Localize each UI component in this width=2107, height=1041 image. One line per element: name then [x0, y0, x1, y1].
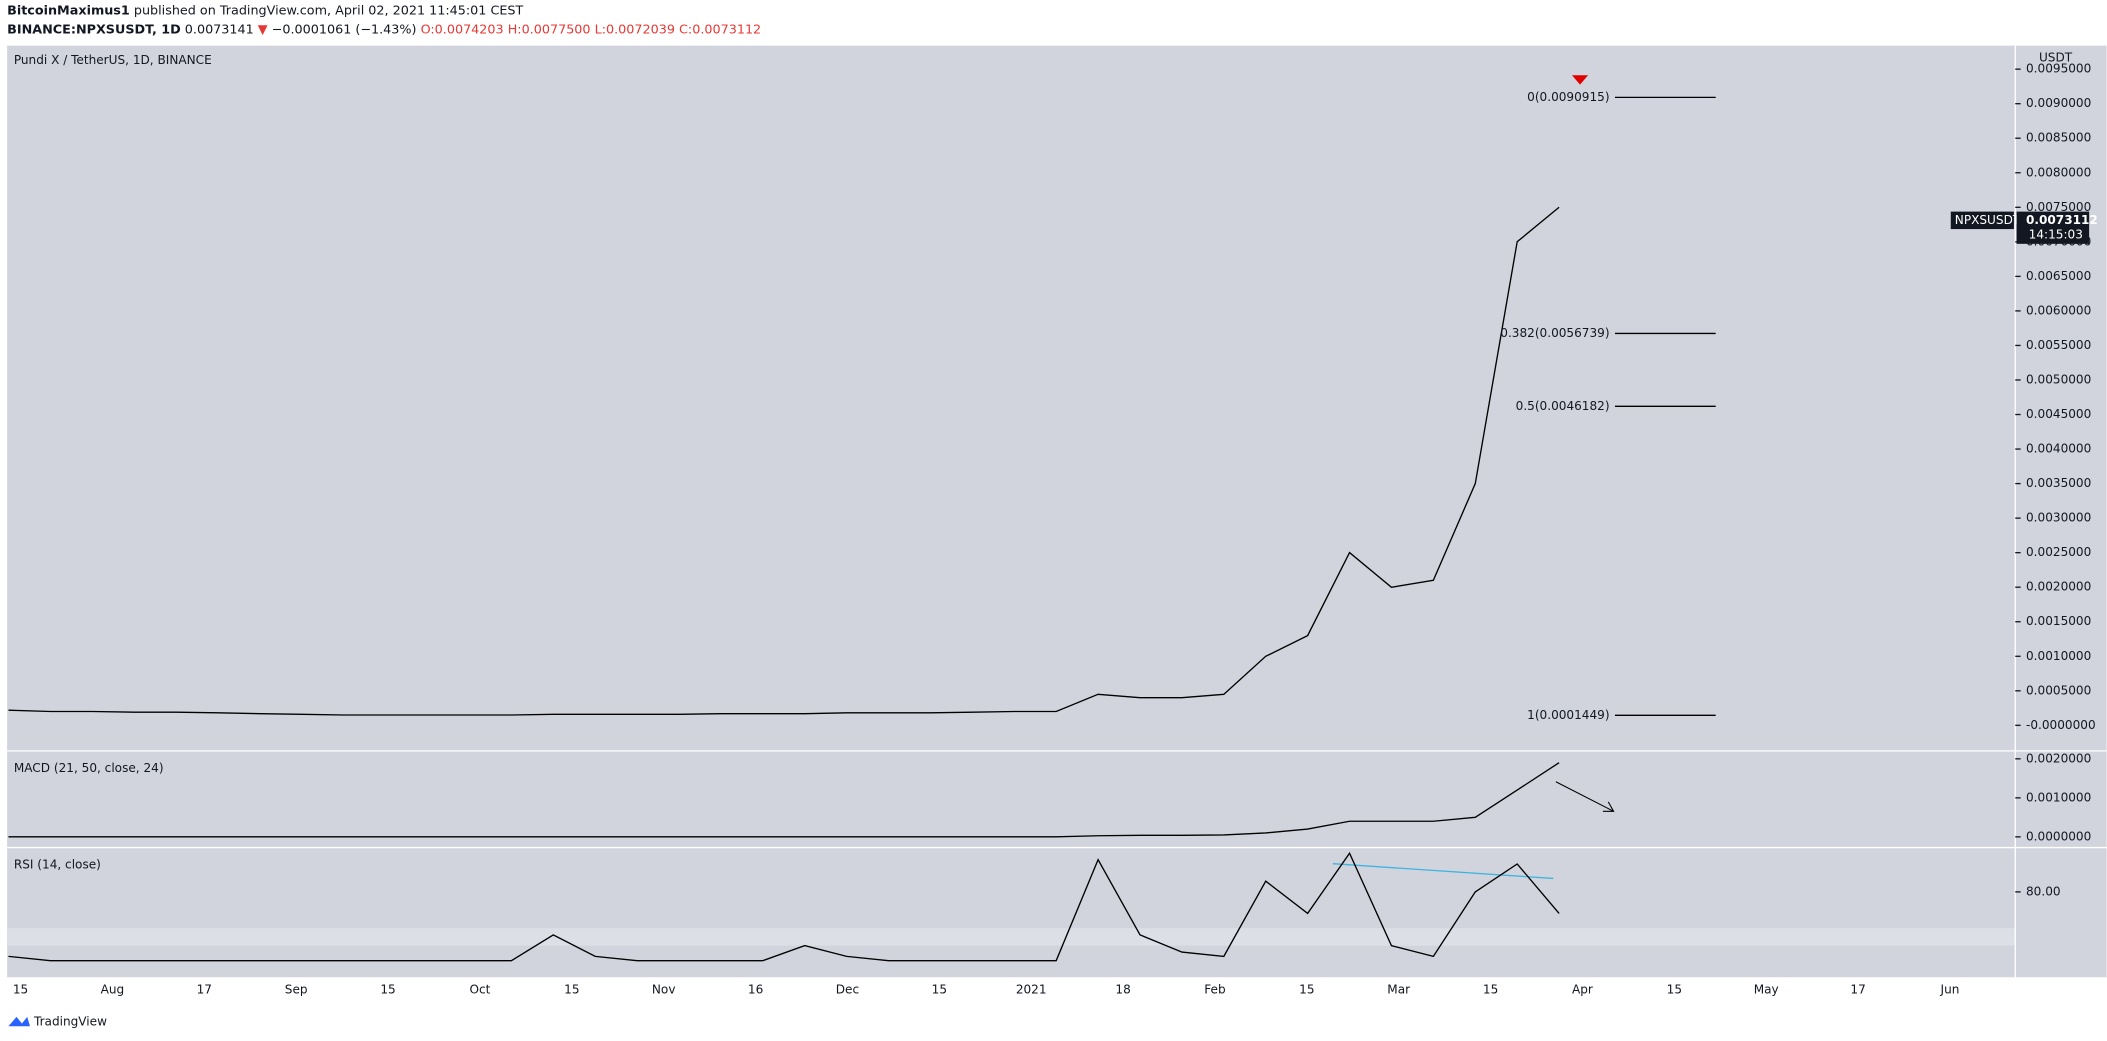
header-line-1: BitcoinMaximus1 published on TradingView…	[7, 3, 523, 18]
y-tick-label: 0.0075000	[2026, 200, 2091, 214]
y-tick-label: -0.0000000	[2026, 718, 2096, 732]
y-tick-label: 0.0095000	[2026, 62, 2091, 76]
symbol-tag-label: NPXSUSDT	[1955, 213, 2021, 227]
x-tick-label: 15	[13, 982, 28, 996]
header-line-2: BINANCE:NPXSUSDT, 1D 0.0073141 ▼ −0.0001…	[7, 22, 761, 37]
y-tick-label: 0.0000000	[2026, 829, 2091, 843]
y-tick-label: 0.0030000	[2026, 511, 2091, 525]
series-line	[8, 851, 1560, 962]
x-tick-label: 2021	[1016, 982, 1047, 996]
x-tick-label: 15	[564, 982, 579, 996]
change: −0.0001061 (−1.43%)	[272, 22, 417, 37]
x-tick-label: Sep	[285, 982, 308, 996]
macd-title: MACD (21, 50, close, 24)	[14, 761, 164, 775]
open: O:0.0074203	[421, 22, 504, 37]
x-tick-label: Aug	[101, 982, 125, 996]
y-tick-label: 0.0035000	[2026, 476, 2091, 490]
countdown: 14:15:03	[2029, 228, 2083, 242]
y-tick-label: 0.0020000	[2026, 580, 2091, 594]
x-tick-label: May	[1754, 982, 1779, 996]
close: C:0.0073112	[679, 22, 761, 37]
low: L:0.0072039	[595, 22, 675, 37]
last: 0.0073141	[185, 22, 254, 37]
y-tick-label: 0.0055000	[2026, 338, 2091, 352]
divergence-line	[1332, 863, 1554, 880]
y-tick-label: 0.0045000	[2026, 407, 2091, 421]
y-tick-label: 0.0010000	[2026, 649, 2091, 663]
x-tick-label: 15	[932, 982, 947, 996]
y-tick-label: 0.0085000	[2026, 131, 2091, 145]
y-tick-label: 0.0090000	[2026, 96, 2091, 110]
y-tick-label: 0.0050000	[2026, 372, 2091, 386]
x-tick-label: 15	[1299, 982, 1314, 996]
x-tick-label: 17	[197, 982, 212, 996]
x-tick-label: 15	[380, 982, 395, 996]
axis-unit: USDT	[2039, 50, 2073, 64]
y-tick-label: 0.0010000	[2026, 790, 2091, 804]
x-tick-label: Apr	[1572, 982, 1593, 996]
x-tick-label: 15	[1667, 982, 1682, 996]
x-tick-label: 16	[748, 982, 763, 996]
x-tick-label: Oct	[469, 982, 490, 996]
down-arrow: ▼	[258, 22, 268, 37]
fib-label: 0.5(0.0046182)	[1516, 399, 1610, 413]
y-tick-label: 0.0025000	[2026, 545, 2091, 559]
price-tag	[2016, 211, 2090, 244]
x-tick-label: Nov	[652, 982, 676, 996]
chart-title: Pundi X / TetherUS, 1D, BINANCE	[14, 53, 212, 67]
logo	[8, 1016, 30, 1027]
x-tick-label: Mar	[1387, 982, 1410, 996]
y-tick-label: 0.0060000	[2026, 303, 2091, 317]
chart-bg	[7, 45, 2107, 978]
rsi-band	[7, 928, 2016, 946]
x-tick-label: 18	[1115, 982, 1130, 996]
x-tick-label: Jun	[1940, 982, 1960, 996]
high: H:0.0077500	[508, 22, 591, 37]
rsi-title: RSI (14, close)	[14, 858, 101, 872]
top-marker	[1571, 75, 1589, 85]
price-tag-label: 0.0073112	[2026, 213, 2098, 227]
y-tick-label: 0.0015000	[2026, 614, 2091, 628]
footer: TradingView	[33, 1015, 107, 1029]
x-tick-label: 17	[1850, 982, 1865, 996]
fib-label: 0(0.0090915)	[1527, 90, 1609, 104]
x-tick-label: 15	[1483, 982, 1498, 996]
symbol-tag	[1950, 211, 2014, 230]
x-tick-label: Feb	[1204, 982, 1225, 996]
y-tick-label: 80.00	[2026, 884, 2061, 898]
series-line	[8, 762, 1560, 838]
y-tick-label: 0.0040000	[2026, 442, 2091, 456]
y-tick-label: 0.0005000	[2026, 683, 2091, 697]
fib-label: 1(0.0001449)	[1527, 708, 1609, 722]
y-tick-label: 0.0020000	[2026, 751, 2091, 765]
y-tick-label: 0.0080000	[2026, 165, 2091, 179]
macd-arrow	[1555, 781, 1615, 812]
published: published on TradingView.com, April 02, …	[134, 3, 524, 18]
y-tick-label: 0.0065000	[2026, 269, 2091, 283]
fib-label: 0.382(0.0056739)	[1500, 326, 1609, 340]
x-tick-label: Dec	[836, 982, 859, 996]
symbol: BINANCE:NPXSUSDT, 1D	[7, 22, 181, 37]
series-line	[8, 206, 1560, 716]
author: BitcoinMaximus1	[7, 3, 130, 18]
